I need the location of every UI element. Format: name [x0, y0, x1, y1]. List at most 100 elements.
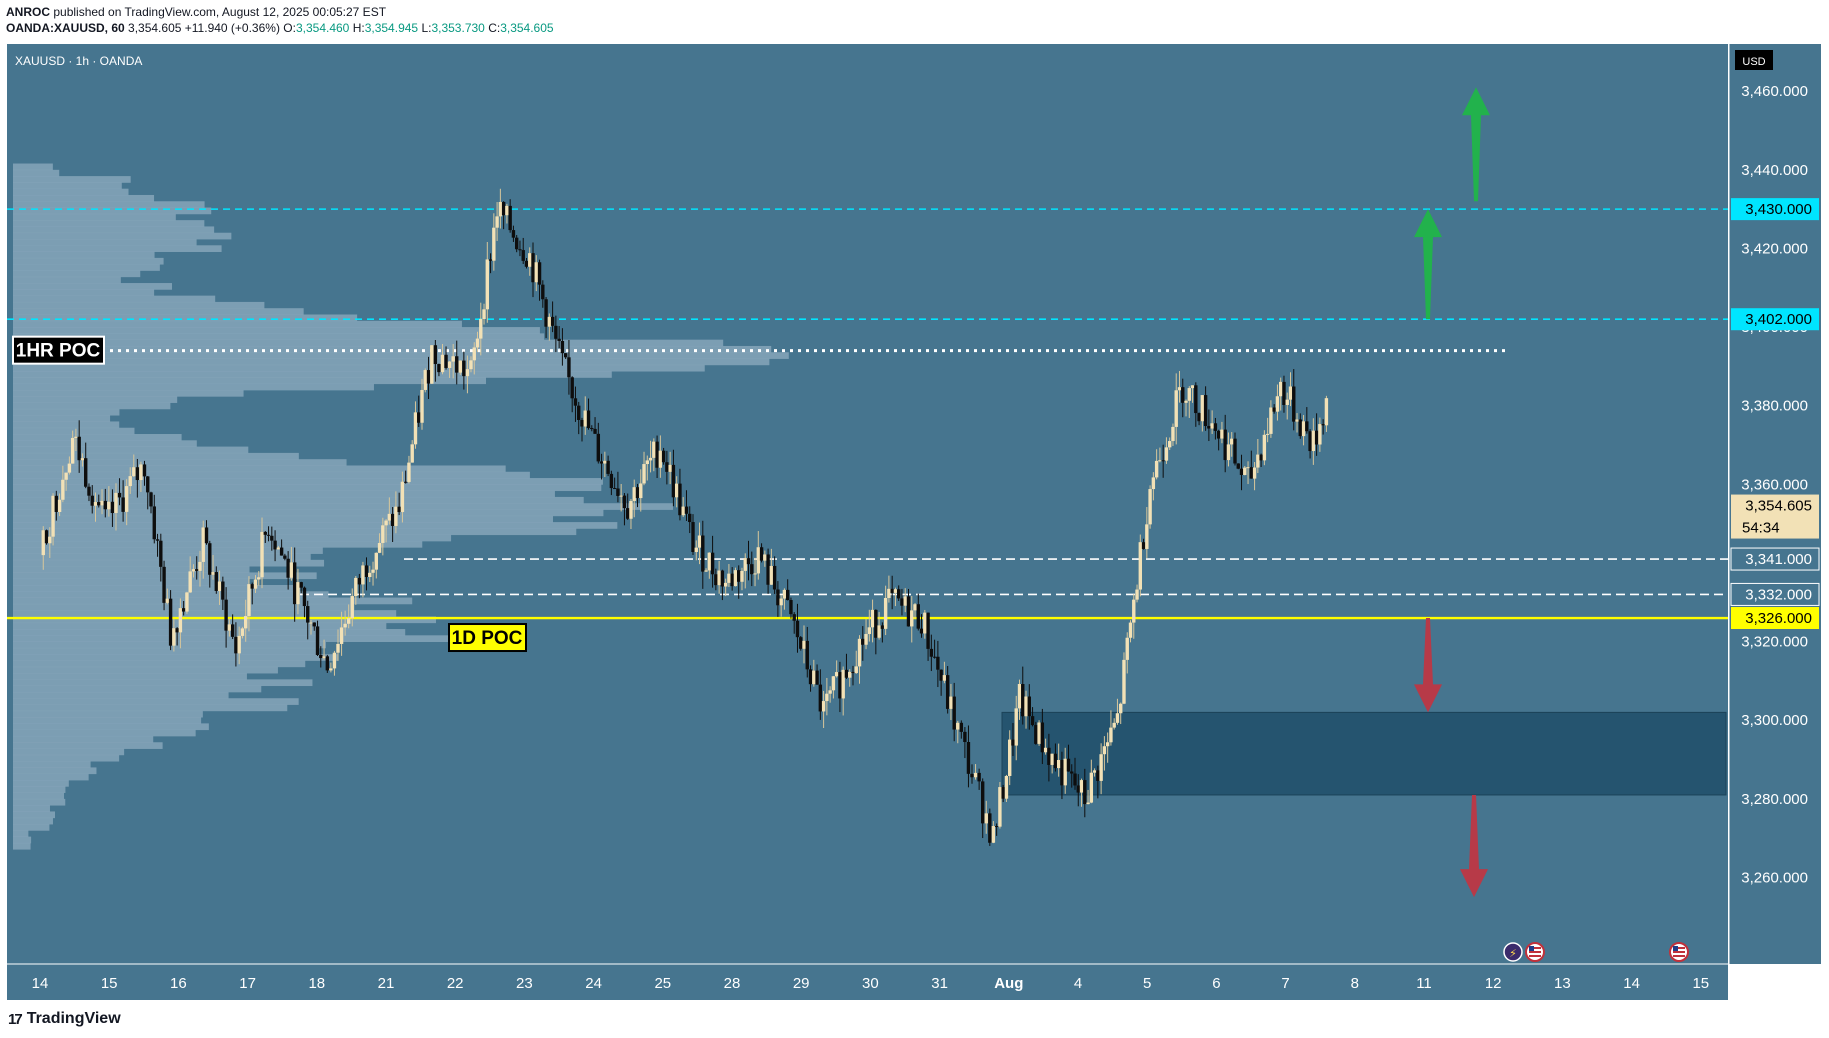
candle-body — [678, 483, 682, 516]
candle-body — [818, 684, 823, 712]
volume-profile-bar — [13, 729, 196, 737]
flash-event-icon[interactable]: ⚡ — [1503, 942, 1523, 962]
candle-body — [1154, 460, 1159, 478]
time-tick-label: Aug — [994, 975, 1023, 992]
candle-body — [896, 589, 901, 599]
candle-body — [906, 596, 911, 627]
candle-body — [451, 356, 455, 362]
candle-body — [831, 676, 836, 691]
candle-body — [841, 669, 845, 699]
candle-body — [740, 570, 744, 582]
candle-body — [586, 410, 591, 429]
candle-body — [492, 227, 496, 261]
volume-profile-bar — [13, 295, 216, 303]
candle-body — [848, 671, 852, 678]
candle-body — [733, 570, 738, 587]
tradingview-logo[interactable]: 17 TradingView — [8, 1010, 121, 1028]
volume-profile-bar — [13, 377, 487, 385]
candle-body — [234, 636, 238, 654]
candle-body — [674, 483, 679, 498]
candle-body — [1213, 423, 1218, 431]
candle-body — [1184, 400, 1188, 403]
candle-body — [1318, 424, 1322, 445]
volume-profile-bar — [13, 691, 229, 699]
candle-body — [253, 579, 258, 589]
candle-body — [485, 259, 490, 310]
close-value: 3,354.605 — [500, 21, 554, 35]
candle-body — [606, 460, 610, 474]
candle-body — [306, 606, 310, 623]
candle-body — [172, 628, 176, 646]
candle-body — [714, 574, 718, 586]
candle-body — [103, 500, 107, 510]
open-label: O: — [283, 21, 296, 35]
price-chart[interactable]: 1HR POC 1D POC XAUUSD · 1h · OANDA USD 3… — [0, 0, 1829, 1000]
candle-body — [1037, 722, 1041, 744]
currency-badge[interactable] — [1735, 50, 1773, 70]
candle-body — [221, 581, 225, 600]
candle-body — [626, 508, 630, 519]
volume-profile-bar — [13, 723, 209, 731]
candle-body — [417, 412, 421, 423]
volume-profile-bar — [13, 534, 452, 542]
candle-body — [1086, 802, 1090, 805]
candle-body — [694, 547, 698, 553]
candle-body — [541, 284, 545, 300]
publisher-name[interactable]: ANROC — [6, 5, 50, 19]
candle-body — [1233, 438, 1237, 464]
volume-profile-bar — [13, 597, 413, 605]
price-tick-label: 3,420.000 — [1741, 240, 1808, 257]
candle-body — [93, 502, 98, 506]
published-text: published on TradingView.com, August 12,… — [53, 5, 387, 19]
us-flag-event-icon[interactable] — [1525, 942, 1545, 962]
candle-body — [357, 577, 362, 585]
time-tick-label: 4 — [1074, 975, 1082, 992]
candle-body — [208, 543, 212, 575]
candle-body — [472, 347, 476, 361]
candle-body — [159, 540, 163, 567]
candle-body — [1102, 746, 1107, 755]
candle-body — [90, 495, 94, 506]
candle-body — [1252, 467, 1257, 479]
close-label: C: — [488, 21, 501, 35]
candle-body — [661, 450, 666, 463]
us-flag-event-icon-2[interactable] — [1669, 942, 1689, 962]
candle-body — [1004, 775, 1009, 799]
candle-body — [361, 565, 365, 585]
candle-body — [410, 444, 414, 463]
candle-body — [710, 552, 715, 575]
candle-body — [550, 316, 555, 326]
candle-body — [178, 608, 183, 633]
candle-body — [1200, 395, 1205, 422]
symbol-info: OANDA:XAUUSD, 60 — [6, 21, 125, 35]
candle-body — [440, 354, 445, 373]
candle-body — [596, 433, 601, 462]
price-level-text: 3,341.000 — [1745, 551, 1812, 568]
candle-body — [498, 201, 503, 217]
candle-body — [350, 596, 354, 619]
candle-body — [117, 492, 122, 498]
candle-body — [1288, 386, 1293, 400]
candle-body — [877, 625, 881, 638]
candle-body — [691, 522, 695, 553]
volume-profile-bar — [13, 679, 313, 687]
time-tick-label: 17 — [239, 975, 256, 992]
candle-body — [132, 467, 136, 477]
candle-body — [936, 656, 940, 670]
candle-body — [704, 570, 708, 572]
candle-body — [54, 495, 59, 512]
time-axis[interactable] — [7, 964, 1728, 1000]
candle-body — [1115, 713, 1120, 723]
price-level-badge — [1730, 582, 1820, 606]
volume-profile-bar — [13, 773, 89, 781]
candle-body — [1066, 758, 1071, 772]
volume-profile-bar — [13, 559, 325, 567]
volume-profile-bar — [13, 220, 205, 227]
candle-body — [789, 600, 793, 615]
candle-body — [181, 608, 186, 612]
candle-body — [437, 364, 441, 373]
candle-body — [325, 656, 330, 671]
candle-body — [887, 588, 891, 598]
volume-profile-bar — [13, 276, 121, 284]
candle-body — [1256, 454, 1260, 468]
